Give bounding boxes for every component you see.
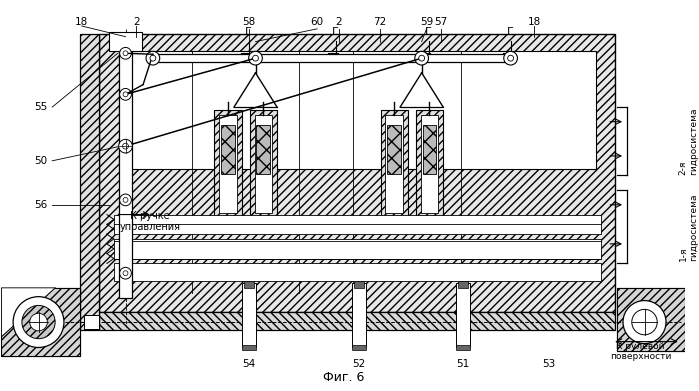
Bar (617, 288, 684, 352)
Bar (387, 125, 401, 174)
Text: Г: Г (245, 27, 252, 37)
Text: К ручке
управления: К ручке управления (120, 211, 180, 232)
Bar (257, 125, 271, 174)
Bar (254, 115, 272, 213)
Text: 53: 53 (542, 359, 555, 369)
Bar (114, 215, 600, 234)
Polygon shape (1, 288, 80, 356)
Bar (99, 312, 615, 330)
Bar (119, 34, 132, 298)
Text: 72: 72 (373, 17, 387, 27)
Circle shape (415, 51, 428, 65)
Text: Г: Г (507, 27, 514, 37)
Circle shape (120, 267, 131, 279)
Text: 55: 55 (34, 102, 47, 112)
Bar (153, 54, 510, 62)
Bar (244, 281, 254, 288)
Text: 56: 56 (34, 200, 47, 210)
Bar (250, 110, 277, 217)
Circle shape (123, 197, 128, 202)
Circle shape (249, 51, 262, 65)
Text: 18: 18 (75, 17, 88, 27)
Bar (381, 110, 408, 217)
Circle shape (504, 51, 517, 65)
Bar (242, 344, 256, 350)
Circle shape (123, 51, 128, 56)
Bar (99, 34, 615, 312)
Bar (222, 125, 235, 174)
Bar (456, 344, 470, 350)
Circle shape (30, 313, 48, 331)
Bar (423, 125, 436, 174)
Bar (354, 281, 364, 288)
Circle shape (150, 55, 156, 61)
Circle shape (507, 55, 514, 61)
Circle shape (119, 139, 132, 153)
Text: 58: 58 (242, 17, 255, 27)
Text: 57: 57 (435, 17, 448, 27)
Circle shape (13, 297, 64, 348)
Circle shape (123, 92, 128, 97)
Bar (352, 283, 366, 346)
Text: 2: 2 (336, 17, 342, 27)
Bar (85, 315, 99, 329)
Circle shape (632, 309, 657, 335)
Text: Г: Г (425, 27, 432, 37)
Circle shape (123, 271, 128, 276)
Circle shape (623, 301, 666, 344)
Circle shape (419, 55, 424, 61)
Text: 2: 2 (133, 17, 140, 27)
Bar (215, 110, 242, 217)
Bar (458, 281, 468, 288)
Bar (456, 283, 470, 346)
Text: 59: 59 (420, 17, 433, 27)
Bar (242, 283, 256, 346)
Bar (80, 34, 99, 330)
Bar (219, 115, 237, 213)
Circle shape (22, 305, 55, 339)
Bar (1, 288, 80, 356)
Text: Фиг. 6: Фиг. 6 (323, 371, 364, 384)
Circle shape (120, 47, 131, 59)
Circle shape (120, 140, 131, 152)
Circle shape (120, 88, 131, 100)
Text: Г: Г (332, 27, 339, 37)
Text: 52: 52 (352, 359, 366, 369)
Text: 54: 54 (242, 359, 255, 369)
Circle shape (252, 55, 259, 61)
Circle shape (122, 143, 129, 149)
Text: К рулевой
поверхности: К рулевой поверхности (610, 342, 671, 361)
Text: 1-я
гидросистема: 1-я гидросистема (679, 194, 698, 261)
Bar (386, 115, 403, 213)
Text: 2-я
гидросистема: 2-я гидросистема (679, 108, 698, 175)
Bar (109, 32, 142, 51)
Bar (421, 115, 438, 213)
Bar (416, 110, 443, 217)
Bar (119, 51, 596, 169)
Polygon shape (1, 288, 55, 337)
Text: 51: 51 (456, 359, 469, 369)
Circle shape (146, 51, 160, 65)
Bar (617, 288, 684, 352)
Circle shape (123, 144, 128, 149)
Bar (114, 239, 600, 258)
Text: 60: 60 (310, 17, 324, 27)
Bar (114, 264, 600, 281)
Text: 50: 50 (34, 156, 47, 166)
Bar (352, 344, 366, 350)
Text: 18: 18 (528, 17, 541, 27)
Circle shape (120, 194, 131, 206)
